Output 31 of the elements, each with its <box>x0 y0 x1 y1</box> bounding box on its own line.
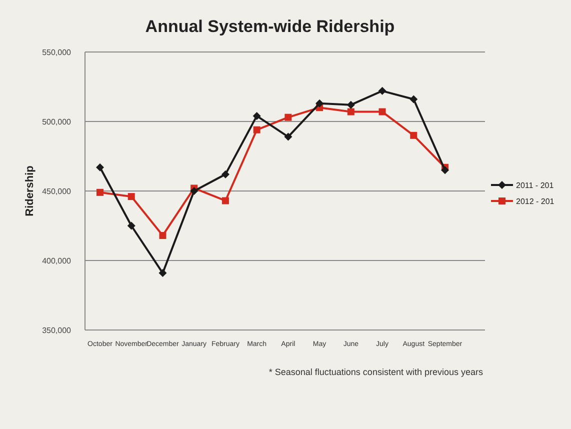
point <box>221 170 230 178</box>
point <box>410 95 418 104</box>
point <box>441 166 449 174</box>
legend-label: 2012 - 201 <box>516 197 555 206</box>
point <box>96 188 104 196</box>
point <box>347 108 354 116</box>
text: * Seasonal fluctuations consistent with previous years <box>268 367 484 377</box>
point <box>128 193 135 200</box>
point <box>222 197 229 204</box>
point <box>158 269 167 278</box>
point <box>190 187 198 195</box>
point <box>284 132 292 141</box>
y-axis-title: Ridership <box>24 165 36 216</box>
point <box>96 163 104 172</box>
point <box>316 99 324 108</box>
point <box>410 132 418 139</box>
point <box>284 114 292 121</box>
y-tick-label: 550,000 <box>42 48 72 57</box>
y-tick-label: 450,000 <box>42 187 72 196</box>
y-tick-label: 350,000 <box>42 326 72 335</box>
point <box>346 100 355 109</box>
chart-title: Annual System-wide Ridership <box>145 17 395 36</box>
legend-label: 2011 - 201 <box>516 181 554 190</box>
point <box>378 86 386 95</box>
point <box>252 112 261 120</box>
point <box>127 222 136 230</box>
point <box>378 108 386 116</box>
point <box>253 126 260 134</box>
y-tick-label: 400,000 <box>42 256 72 266</box>
point <box>159 232 166 239</box>
y-tick-label: 500,000 <box>42 118 72 126</box>
